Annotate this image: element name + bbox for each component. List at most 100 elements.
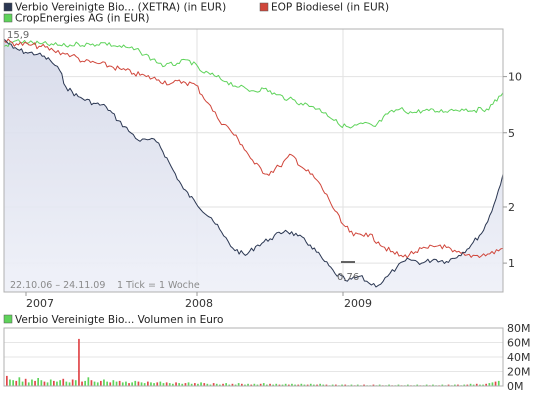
- volume-bar: [407, 384, 409, 386]
- footer-tick-info: 1 Tick = 1 Woche: [117, 280, 200, 291]
- volume-bar: [106, 381, 108, 386]
- volume-bar: [363, 384, 365, 386]
- main-plot: 10 5 2 1 15,9 0,76 22.10.06 – 24.11.09 1 Ti…: [3, 28, 522, 293]
- volume-bar: [297, 384, 300, 386]
- volume-bar: [281, 384, 284, 386]
- annotation-min-value: 0,76: [337, 272, 359, 283]
- volume-bar: [162, 383, 165, 386]
- legend-swatch-verbio: [3, 2, 13, 12]
- volume-bar: [244, 384, 246, 386]
- verbio-area-fill: [4, 39, 503, 292]
- x-label-2007: 2007: [26, 297, 54, 310]
- volume-bar: [194, 383, 196, 386]
- volume-bar: [134, 380, 137, 386]
- volume-bar: [209, 384, 212, 386]
- volume-bar: [219, 384, 221, 386]
- volume-bar: [294, 384, 296, 386]
- volume-bar: [250, 384, 253, 386]
- volume-bar: [90, 380, 93, 386]
- volume-bar: [309, 383, 312, 386]
- volume-bar: [6, 375, 8, 386]
- volume-bar: [259, 383, 262, 386]
- volume-bar: [372, 384, 375, 386]
- volume-bar: [262, 383, 265, 386]
- volume-bar: [175, 382, 177, 386]
- volume-bar: [165, 382, 168, 386]
- volume-bar: [125, 381, 127, 386]
- volume-bar: [128, 383, 130, 386]
- volume-bar: [237, 383, 240, 386]
- volume-bar: [494, 381, 497, 386]
- volume-bar: [18, 377, 21, 386]
- volume-bar: [181, 383, 184, 386]
- volume-bar: [156, 382, 159, 386]
- volume-bars: [6, 338, 500, 387]
- volume-bar: [454, 384, 456, 386]
- volume-bar: [87, 377, 90, 386]
- volume-bar: [425, 384, 428, 386]
- volume-bar: [482, 384, 484, 386]
- volume-bar: [131, 382, 133, 386]
- volume-bar: [388, 384, 390, 386]
- volume-bar: [62, 378, 65, 387]
- volume-bar: [275, 383, 278, 386]
- volume-bar: [121, 382, 124, 386]
- volume-bar: [53, 380, 55, 386]
- volume-tick-label: 0M: [507, 380, 524, 393]
- volume-bar: [78, 338, 80, 386]
- volume-bar: [288, 384, 290, 386]
- volume-bar: [71, 379, 74, 386]
- footer-date-range: 22.10.06 – 24.11.09: [10, 280, 105, 291]
- volume-bar: [150, 382, 152, 386]
- volume-bar: [266, 384, 268, 386]
- volume-bar: [432, 384, 434, 386]
- volume-bar: [278, 384, 281, 386]
- volume-bar: [153, 383, 155, 386]
- volume-bar: [147, 381, 149, 386]
- volume-bar: [40, 380, 43, 386]
- volume-bar: [322, 384, 325, 386]
- volume-bar: [190, 383, 193, 386]
- volume-bar: [100, 380, 102, 386]
- series-lines: [3, 38, 504, 288]
- volume-bar: [74, 380, 77, 386]
- volume-bar: [253, 383, 256, 386]
- volume-bar: [68, 382, 71, 386]
- volume-bar: [300, 383, 303, 386]
- volume-legend-swatch: [3, 314, 13, 324]
- legend-swatch-cropenergies: [3, 13, 13, 23]
- volume-bar: [272, 384, 274, 386]
- volume-bar: [59, 380, 61, 386]
- volume-bar: [115, 381, 118, 386]
- volume-bar: [31, 379, 33, 386]
- volume-legend-label: Verbio Vereinigte Bio... Volumen in Euro: [15, 314, 223, 326]
- volume-bar: [206, 383, 209, 386]
- volume-bar: [84, 380, 86, 386]
- y-tick-label: 2: [508, 201, 515, 214]
- volume-plot-border: [3, 327, 504, 387]
- volume-bar: [441, 384, 444, 386]
- annotation-min-marker: 0,76: [337, 261, 359, 283]
- volume-bar: [341, 384, 343, 386]
- volume-bar: [313, 384, 315, 386]
- volume-bar: [466, 384, 469, 386]
- legend-label-verbio: Verbio Vereinigte Bio... (XETRA) (in EUR…: [15, 2, 226, 14]
- volume-bar: [306, 384, 309, 386]
- volume-bar: [225, 383, 227, 386]
- cropenergies-line: [3, 39, 504, 129]
- volume-bar: [350, 384, 353, 386]
- volume-bar: [397, 384, 400, 386]
- volume-bar: [172, 383, 174, 386]
- volume-bar: [24, 378, 27, 387]
- volume-bar: [21, 381, 24, 386]
- volume-bar: [43, 381, 46, 386]
- legend-label-eop: EOP Biodiesel (in EUR): [271, 2, 389, 14]
- volume-bar: [178, 383, 180, 386]
- volume-bar: [356, 384, 359, 386]
- volume-bar: [247, 383, 249, 386]
- volume-bar: [46, 382, 49, 386]
- volume-bar: [485, 383, 487, 386]
- volume-bar: [200, 382, 202, 386]
- volume-bar: [284, 383, 287, 386]
